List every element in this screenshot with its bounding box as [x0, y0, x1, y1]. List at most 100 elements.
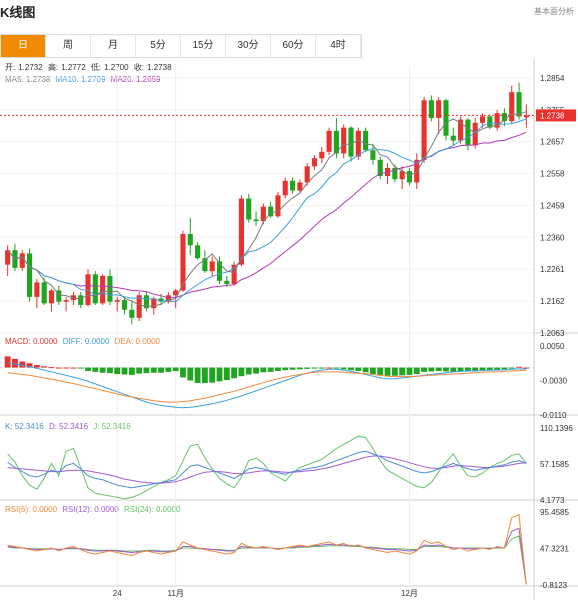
tab-month[interactable]: 月: [91, 35, 136, 57]
candle-body: [479, 116, 486, 123]
rsi-legend: RSI(6): 0.0000 RSI(12): 0.0000 RSI(24): …: [5, 505, 183, 514]
candle-body: [209, 261, 215, 272]
macd-histogram-bar: [406, 367, 413, 375]
macd-histogram-bar: [443, 367, 449, 372]
price-y-tick-label: 1.2063: [540, 329, 565, 338]
macd-dea-line: [7, 369, 527, 403]
macd-histogram-bar: [260, 367, 267, 373]
price-y-tick-label: 1.2657: [540, 138, 565, 147]
candle-body: [19, 253, 25, 268]
kdj-k-line: [7, 450, 527, 489]
macd-histogram-bar: [194, 367, 201, 384]
macd-histogram-bar: [136, 367, 143, 374]
candle-body: [136, 295, 142, 318]
macd-histogram-bar: [158, 367, 164, 373]
kdj-y-tick-label: 4.1773: [540, 496, 565, 505]
macd-histogram-bar: [187, 367, 194, 381]
macd-histogram-bar: [304, 367, 311, 369]
low-label: 低:: [90, 63, 102, 72]
ohlc-legend: 开: 1.2732 高: 1.2772 低: 1.2700 收: 1.2738: [5, 62, 175, 73]
tab-4hour[interactable]: 4时: [316, 35, 361, 57]
macd-histogram-bar: [391, 367, 398, 376]
k-legend-value: K: 52.3416: [5, 422, 44, 431]
macd-histogram-bar: [435, 367, 442, 372]
candle-body: [151, 298, 157, 309]
ma-legend: MA5: 1.2738 MA10: 1.2709 MA20: 1.2659: [5, 75, 163, 84]
price-y-tick-label: 1.2558: [540, 169, 565, 178]
macd-y-tick-label: -0.0110: [540, 411, 567, 420]
macd-y-tick-label: 0.0050: [540, 342, 565, 351]
candle-body: [173, 290, 179, 296]
candle-body: [224, 280, 230, 284]
high-value: 1.2772: [61, 63, 86, 72]
macd-histogram-bar: [48, 367, 55, 369]
current-price-marker: [536, 109, 576, 122]
kdj-j-line: [7, 435, 527, 500]
x-axis-label: 12月: [401, 589, 418, 598]
candle-body: [260, 206, 266, 222]
macd-histogram-bar: [172, 367, 179, 372]
macd-legend: MACD: 0.0000 DIFF: 0.0000 DEA: 0.0000: [5, 337, 163, 346]
chart-area[interactable]: 1.28541.27551.26571.25581.24591.23601.22…: [0, 58, 578, 600]
macd-histogram-bar: [92, 367, 99, 372]
candle-body: [246, 198, 252, 220]
dea-legend-value: DEA: 0.0000: [114, 337, 160, 346]
macd-histogram-bar: [114, 367, 121, 375]
tab-60min[interactable]: 60分: [271, 35, 316, 57]
macd-histogram-bar: [4, 356, 11, 368]
high-label: 高:: [47, 63, 59, 72]
candle-body: [282, 180, 288, 196]
close-value: 1.2738: [147, 63, 172, 72]
macd-histogram-bar: [296, 367, 303, 370]
macd-histogram-bar: [399, 367, 406, 376]
candle-body: [494, 113, 500, 128]
diff-legend-value: DIFF: 0.0000: [62, 337, 110, 346]
open-label: 开:: [5, 63, 16, 72]
candle-body: [326, 130, 332, 152]
macd-histogram-bar: [223, 367, 230, 381]
kdj-y-tick-label: 110.1396: [540, 424, 573, 433]
d-legend-value: D: 52.3416: [48, 422, 89, 431]
tab-15min[interactable]: 15分: [181, 35, 226, 57]
macd-histogram-bar: [428, 367, 435, 372]
tab-day[interactable]: 日: [1, 35, 46, 57]
candle-body: [100, 275, 106, 304]
tab-5min[interactable]: 5分: [136, 35, 181, 57]
macd-histogram-bar: [267, 367, 274, 372]
macd-histogram-bar: [494, 367, 501, 370]
candle-body: [297, 182, 303, 191]
candle-body: [319, 151, 325, 159]
rsi-y-tick-label: 95.4585: [540, 508, 569, 517]
rsi-y-tick-label: -0.8123: [540, 581, 568, 590]
macd-histogram-bar: [362, 367, 369, 373]
macd-histogram-bar: [253, 367, 259, 374]
macd-histogram-bar: [107, 367, 113, 374]
candle-body: [523, 115, 529, 118]
fundamental-analysis-link[interactable]: 基本面分析: [534, 7, 574, 16]
candle-body: [370, 150, 376, 160]
rsi6-line: [7, 513, 527, 585]
candle-body: [48, 290, 55, 304]
macd-histogram-bar: [216, 367, 223, 382]
j-legend-value: J: 52.3416: [93, 422, 131, 431]
macd-histogram-bar: [384, 367, 391, 376]
macd-histogram-bar: [180, 367, 186, 378]
candle-body: [392, 167, 398, 180]
macd-histogram-bar: [479, 367, 486, 371]
candle-body: [238, 198, 244, 265]
macd-histogram-bar: [340, 367, 347, 370]
rsi6-legend-value: RSI(6): 0.0000: [5, 505, 58, 514]
macd-histogram-bar: [311, 367, 318, 369]
macd-histogram-bar: [209, 367, 216, 383]
macd-histogram-bar: [472, 367, 479, 371]
macd-histogram-bar: [33, 364, 40, 368]
candle-body: [216, 261, 223, 281]
rsi-y-tick-label: 47.3231: [540, 545, 569, 554]
tab-week[interactable]: 周: [46, 35, 91, 57]
candle-body: [436, 100, 442, 118]
candle-body: [406, 171, 413, 183]
candle-body: [78, 295, 84, 305]
tab-30min[interactable]: 30分: [226, 35, 271, 57]
macd-histogram-bar: [333, 367, 340, 369]
macd-histogram-bar: [516, 366, 522, 368]
